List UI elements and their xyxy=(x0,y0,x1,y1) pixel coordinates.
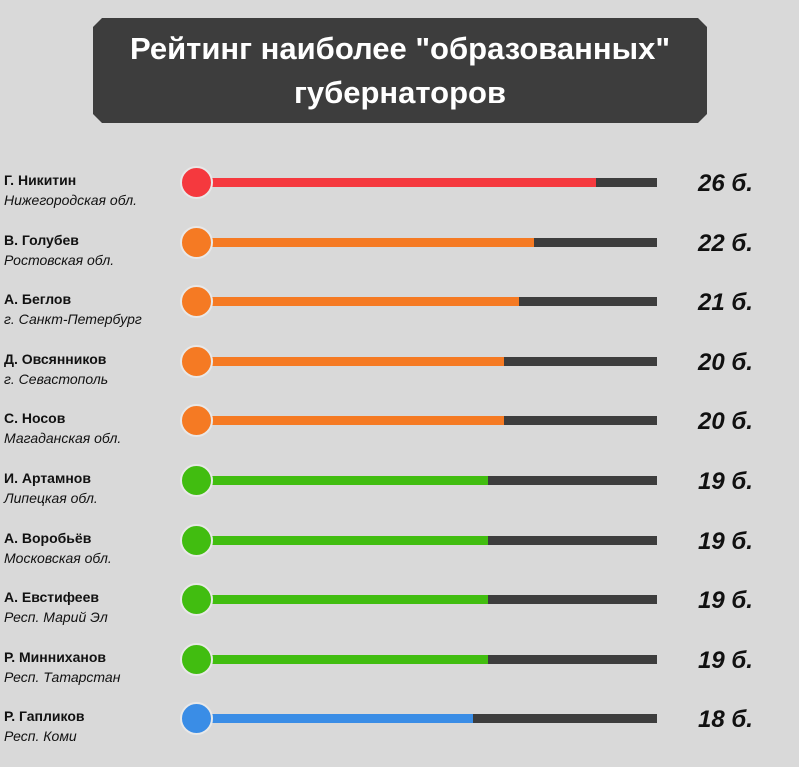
ranking-row: С. Носов Магаданская обл. 20 б. xyxy=(0,404,799,460)
score-marker-dot xyxy=(180,583,213,617)
score-bar-track xyxy=(197,476,657,485)
score-marker-dot xyxy=(180,225,213,259)
ranking-row: Д. Овсянников г. Севастополь 20 б. xyxy=(0,344,799,401)
score-bar-track xyxy=(197,714,657,724)
score-marker-dot xyxy=(180,702,213,736)
governor-region: г. Севастополь xyxy=(4,370,109,387)
title-banner: Рейтинг наиболее "образованных" губернат… xyxy=(93,18,707,123)
score-bar xyxy=(197,654,488,664)
governor-name: Д. Овсянников xyxy=(4,350,107,367)
ranking-row: Р. Минниханов Респ. Татарстан 19 б. xyxy=(0,642,799,699)
governor-region: Липецкая обл. xyxy=(4,490,98,506)
score-value-label: 20 б. xyxy=(698,408,753,436)
score-bar xyxy=(197,178,596,187)
score-bar xyxy=(197,356,504,366)
score-bar-track xyxy=(197,595,657,605)
governor-name: Р. Гапликов xyxy=(4,708,85,725)
governor-region: г. Санкт-Петербург xyxy=(4,311,142,328)
score-marker-dot xyxy=(180,344,213,378)
governor-name: А. Евстифеев xyxy=(4,589,99,606)
governor-name: И. Артамнов xyxy=(4,470,91,486)
score-value-label: 19 б. xyxy=(698,527,753,555)
ranking-row: А. Воробьёв Московская обл. 19 б. xyxy=(0,523,799,580)
score-bar-track xyxy=(197,535,657,545)
score-bar xyxy=(197,595,488,605)
governor-region: Респ. Татарстан xyxy=(4,668,121,685)
score-marker-dot xyxy=(180,642,213,676)
score-bar xyxy=(197,535,488,545)
score-bar-track xyxy=(197,178,657,187)
score-bar xyxy=(197,714,473,724)
ranking-row: Г. Никитин Нижегородская обл. 26 б. xyxy=(0,166,799,222)
governor-name: А. Воробьёв xyxy=(4,529,92,546)
score-bar-track xyxy=(197,416,657,426)
ranking-row: И. Артамнов Липецкая обл. 19 б. xyxy=(0,464,799,520)
score-bar xyxy=(197,297,519,307)
score-value-label: 18 б. xyxy=(698,706,753,734)
score-bar xyxy=(197,476,488,485)
score-value-label: 26 б. xyxy=(698,170,753,197)
score-value-label: 22 б. xyxy=(698,229,753,257)
score-bar-track xyxy=(197,297,657,307)
score-bar-track xyxy=(197,654,657,664)
governor-region: Магаданская обл. xyxy=(4,430,122,447)
governor-name: С. Носов xyxy=(4,410,66,427)
governor-name: Р. Минниханов xyxy=(4,648,106,665)
governor-region: Московская обл. xyxy=(4,549,112,566)
score-value-label: 20 б. xyxy=(698,348,753,376)
score-bar-track xyxy=(197,356,657,366)
score-bar-track xyxy=(197,237,657,247)
governor-name: В. Голубев xyxy=(4,231,79,248)
governor-region: Респ. Марий Эл xyxy=(4,609,108,626)
score-value-label: 19 б. xyxy=(698,646,753,674)
score-marker-dot xyxy=(180,523,213,557)
chart-title: Рейтинг наиболее "образованных" губернат… xyxy=(129,30,671,110)
ranking-row: В. Голубев Ростовская обл. 22 б. xyxy=(0,225,799,282)
score-marker-dot xyxy=(180,166,213,199)
governor-name: А. Беглов xyxy=(4,291,72,308)
score-value-label: 19 б. xyxy=(698,468,753,495)
governor-region: Респ. Коми xyxy=(4,728,77,745)
ranking-row: А. Беглов г. Санкт-Петербург 21 б. xyxy=(0,285,799,341)
score-marker-dot xyxy=(180,404,213,438)
ranking-row: А. Евстифеев Респ. Марий Эл 19 б. xyxy=(0,583,799,639)
score-bar xyxy=(197,416,504,426)
ranking-row: Р. Гапликов Респ. Коми 18 б. xyxy=(0,702,799,758)
score-marker-dot xyxy=(180,464,213,497)
score-bar xyxy=(197,237,534,247)
governor-region: Ростовская обл. xyxy=(4,251,115,268)
score-value-label: 21 б. xyxy=(698,289,753,317)
governor-name: Г. Никитин xyxy=(4,172,77,188)
score-marker-dot xyxy=(180,285,213,319)
score-value-label: 19 б. xyxy=(698,587,753,615)
governor-region: Нижегородская обл. xyxy=(4,192,138,208)
